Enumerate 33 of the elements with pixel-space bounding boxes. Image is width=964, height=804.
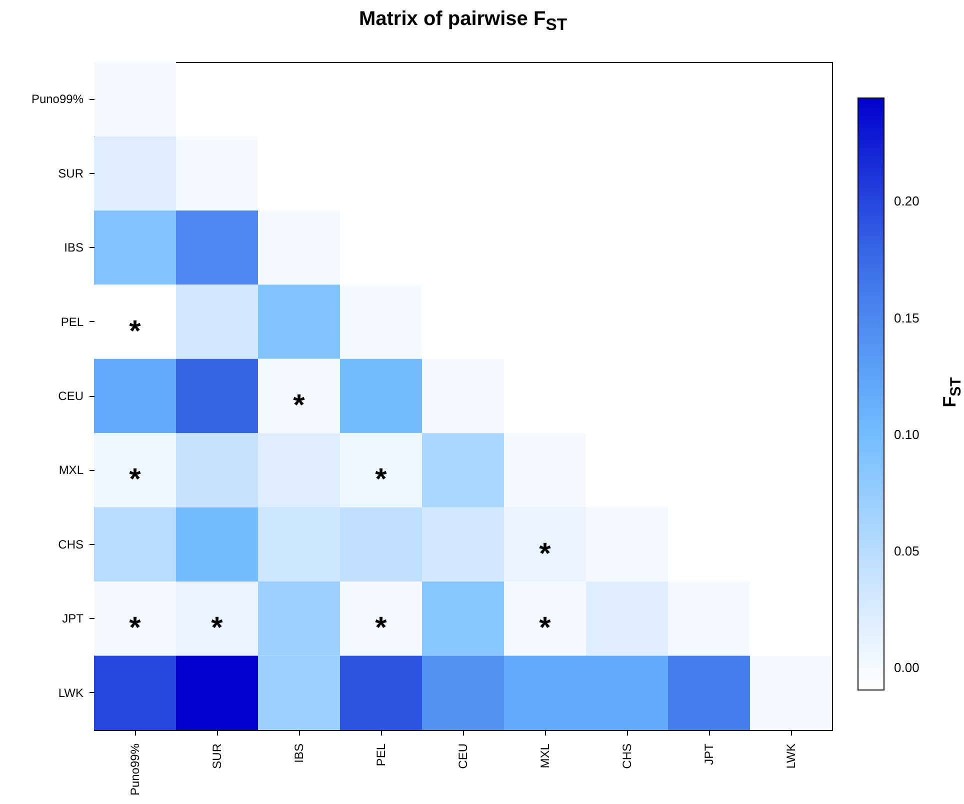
x-tick-label: LWK (784, 744, 798, 769)
x-tick-label: CHS (620, 744, 634, 769)
x-tick-label: PEL (374, 743, 388, 766)
y-tick-label: SUR (58, 166, 84, 180)
data-label: * (129, 463, 142, 496)
color-bar-label: 0.10 (894, 426, 920, 442)
color-bar-label: 0.20 (894, 194, 920, 209)
y-tick-label: JPT (62, 612, 84, 626)
chart-title: Matrix of pairwise F$_{ST}$ (358, 8, 568, 35)
x-tick-label: MXL (538, 743, 552, 768)
data-label: * (129, 612, 142, 645)
color-bar-label: 0.05 (894, 543, 920, 558)
y-tick-label: IBS (64, 240, 84, 255)
data-label: * (211, 612, 224, 645)
color-bar-label: 0.15 (894, 310, 920, 326)
data-label: * (539, 537, 552, 570)
y-tick-label: PEL (60, 314, 84, 329)
y-tick-label: CHS (58, 537, 84, 552)
data-label: * (293, 389, 306, 422)
x-tick-label: JPT (702, 742, 716, 765)
x-tick-label: CEU (456, 744, 470, 769)
data-label: * (539, 612, 552, 645)
y-tick-label: MXL (58, 463, 84, 478)
data-label: * (129, 314, 142, 348)
data-label: * (375, 463, 388, 496)
data-label: * (375, 612, 388, 645)
y-tick-label: LWK (58, 686, 84, 700)
y-tick-label: CEU (58, 389, 84, 403)
x-tick-label: IBS (292, 744, 306, 763)
y-tick-label: Puno99% (31, 92, 84, 106)
color-bar-label: 0.00 (894, 660, 920, 675)
x-tick-label: SUR (210, 743, 224, 769)
x-tick-label: Puno99% (128, 743, 142, 796)
